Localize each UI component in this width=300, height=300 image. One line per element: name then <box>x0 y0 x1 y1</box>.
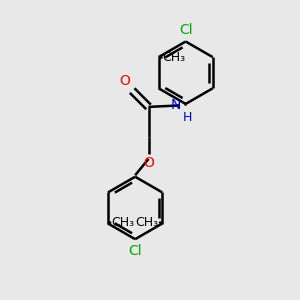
Text: O: O <box>143 156 154 170</box>
Text: N: N <box>171 98 181 112</box>
Text: O: O <box>119 74 130 88</box>
Text: CH₃: CH₃ <box>112 216 135 229</box>
Text: CH₃: CH₃ <box>162 51 185 64</box>
Text: CH₃: CH₃ <box>136 216 159 229</box>
Text: Cl: Cl <box>128 244 142 258</box>
Text: Cl: Cl <box>179 23 193 37</box>
Text: H: H <box>183 111 192 124</box>
